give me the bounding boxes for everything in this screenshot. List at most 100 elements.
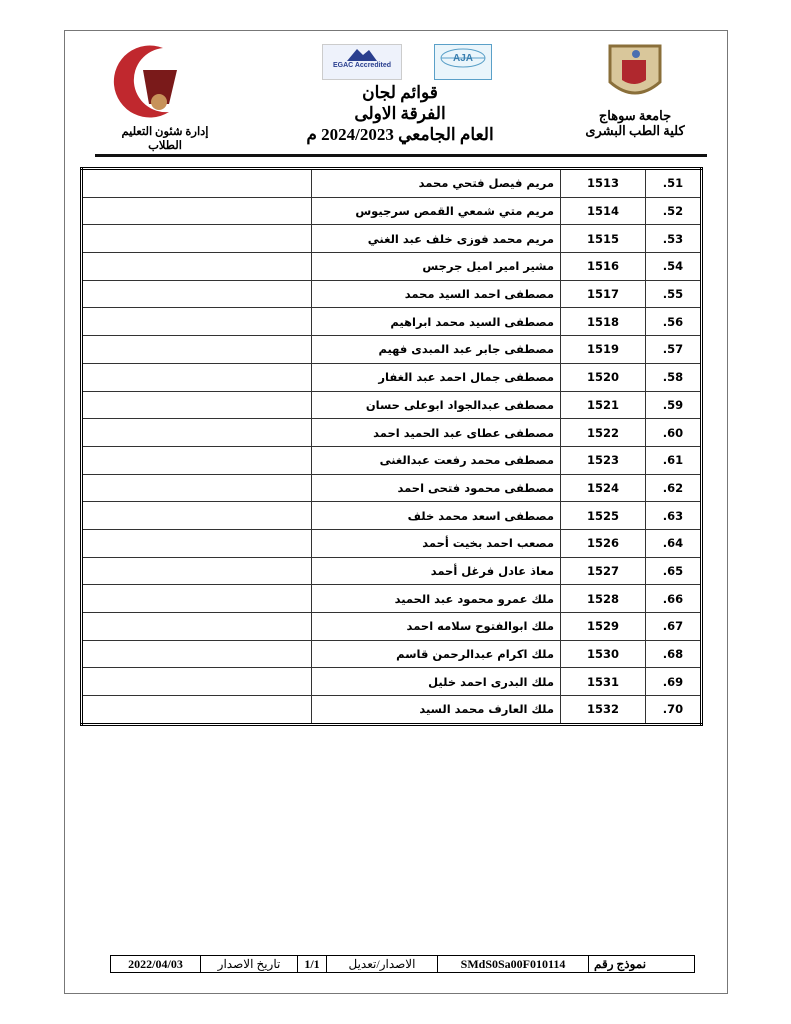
student-code: 1523: [560, 445, 646, 475]
row-index: 69.: [645, 667, 702, 697]
table-row: 67. 1529 ملك ابوالفتوح سلامه احمد: [81, 612, 702, 641]
table-row: 70. 1532 ملك العارف محمد السيد: [81, 695, 702, 725]
table-row: 63. 1525 مصطفى اسعد محمد خلف: [81, 501, 702, 530]
empty-cell: [81, 445, 312, 475]
student-name: مصطفى محمد رفعت عبدالغنى: [311, 445, 561, 475]
student-affairs-label: إدارة شئون التعليم الطلاب: [121, 126, 209, 152]
table-row: 66. 1528 ملك عمرو محمود عبد الحميد: [81, 584, 702, 613]
empty-cell: [81, 307, 312, 337]
empty-cell: [81, 528, 312, 558]
student-code: 1513: [560, 168, 646, 198]
header-divider: [95, 154, 707, 157]
row-index: 54.: [645, 252, 702, 281]
student-name: مشير امير اميل جرجس: [311, 252, 561, 281]
empty-cell: [81, 584, 312, 613]
empty-cell: [81, 501, 312, 530]
row-index: 56.: [645, 307, 702, 337]
student-code: 1514: [560, 196, 646, 226]
table-row: 56. 1518 مصطفى السيد محمد ابراهيم: [81, 307, 702, 337]
student-name: مصطفى عبدالجواد ابوعلى حسان: [311, 390, 561, 420]
egac-logo: EGAC Accredited: [322, 44, 402, 80]
table-row: 51. 1513 مريم فيصل فتحي محمد: [81, 168, 702, 198]
student-name: مصطفى اسعد محمد خلف: [311, 501, 561, 530]
empty-cell: [81, 639, 312, 669]
student-code: 1519: [560, 335, 646, 364]
empty-cell: [81, 667, 312, 697]
table-row: 55. 1517 مصطفى احمد السيد محمد: [81, 279, 702, 309]
student-name: ملك اكرام عبدالرحمن قاسم: [311, 639, 561, 669]
student-code: 1516: [560, 252, 646, 281]
student-name: مصطفى جمال احمد عبد الغفار: [311, 362, 561, 392]
faculty-of-medicine-logo: [113, 45, 177, 118]
student-name: مصطفى السيد محمد ابراهيم: [311, 307, 561, 337]
table-row: 60. 1522 مصطفى عطاى عبد الحميد احمد: [81, 418, 702, 447]
row-index: 61.: [645, 445, 702, 475]
student-code: 1525: [560, 501, 646, 530]
table-row: 65. 1527 معاذ عادل فرغل أحمد: [81, 556, 702, 586]
student-name: ملك ابوالفتوح سلامه احمد: [311, 612, 561, 641]
university-name: جامعة سوهاج: [598, 108, 672, 123]
student-code: 1528: [560, 584, 646, 613]
student-code: 1515: [560, 224, 646, 254]
empty-cell: [81, 279, 312, 309]
student-name: مصطفى جابر عبد المبدى فهيم: [311, 335, 561, 364]
row-index: 68.: [645, 639, 702, 669]
student-name: مريم متي شمعي القمص سرجيوس: [311, 196, 561, 226]
table-row: 62. 1524 مصطفى محمود فتحى احمد: [81, 473, 702, 503]
sohag-university-logo: [608, 44, 662, 95]
row-index: 58.: [645, 362, 702, 392]
student-name: مصطفى احمد السيد محمد: [311, 279, 561, 309]
row-index: 60.: [645, 418, 702, 447]
student-code: 1521: [560, 390, 646, 420]
student-name: مريم محمد فوزى خلف عبد الغني: [311, 224, 561, 254]
student-name: مصطفى محمود فتحى احمد: [311, 473, 561, 503]
table-row: 54. 1516 مشير امير اميل جرجس: [81, 252, 702, 281]
table-row: 59. 1521 مصطفى عبدالجواد ابوعلى حسان: [81, 390, 702, 420]
student-name: مصعب احمد بخيت أحمد: [311, 528, 561, 558]
title-first-year: الفرقة الاولى: [354, 104, 446, 123]
mountain-icon: [347, 49, 377, 61]
title-academic-year: العام الجامعي 2024/2023 م: [306, 125, 494, 144]
title-block: قوائم لجان الفرقة الاولى العام الجامعي 2…: [300, 82, 500, 145]
student-code: 1530: [560, 639, 646, 669]
version-label: الاصدار/تعديل: [326, 955, 438, 973]
title-committee-lists: قوائم لجان: [362, 83, 438, 102]
table-row: 61. 1523 مصطفى محمد رفعت عبدالغنى: [81, 445, 702, 475]
globe-icon: [440, 48, 486, 68]
aja-label: AJA: [452, 53, 473, 64]
student-code: 1527: [560, 556, 646, 586]
table-row: 58. 1520 مصطفى جمال احمد عبد الغفار: [81, 362, 702, 392]
faculty-name: كلية الطب البشرى: [585, 123, 685, 138]
empty-cell: [81, 252, 312, 281]
form-number-label: نموذج رقم: [588, 955, 695, 973]
empty-cell: [81, 335, 312, 364]
table-row: 57. 1519 مصطفى جابر عبد المبدى فهيم: [81, 335, 702, 364]
university-name-block: جامعة سوهاج كلية الطب البشرى: [580, 108, 690, 138]
student-name: ملك البدرى احمد خليل: [311, 667, 561, 697]
empty-cell: [81, 362, 312, 392]
empty-cell: [81, 473, 312, 503]
student-code: 1517: [560, 279, 646, 309]
student-name: ملك عمرو محمود عبد الحميد: [311, 584, 561, 613]
table-row: 53. 1515 مريم محمد فوزى خلف عبد الغني: [81, 224, 702, 254]
student-code: 1518: [560, 307, 646, 337]
student-code: 1522: [560, 418, 646, 447]
row-index: 62.: [645, 473, 702, 503]
empty-cell: [81, 224, 312, 254]
student-name: ملك العارف محمد السيد: [311, 695, 561, 725]
student-code: 1526: [560, 528, 646, 558]
empty-cell: [81, 418, 312, 447]
table-row: 69. 1531 ملك البدرى احمد خليل: [81, 667, 702, 697]
row-index: 64.: [645, 528, 702, 558]
row-index: 70.: [645, 695, 702, 725]
table-row: 52. 1514 مريم متي شمعي القمص سرجيوس: [81, 196, 702, 226]
aja-logo: AJA: [434, 44, 492, 80]
row-index: 59.: [645, 390, 702, 420]
empty-cell: [81, 612, 312, 641]
issue-date-label: تاريخ الاصدار: [200, 955, 298, 973]
version: 1/1: [297, 955, 327, 973]
egac-label: EGAC Accredited: [332, 62, 392, 69]
form-footer: نموذج رقم SMdS0Sa00F010114 الاصدار/تعديل…: [110, 955, 695, 973]
row-index: 52.: [645, 196, 702, 226]
row-index: 53.: [645, 224, 702, 254]
